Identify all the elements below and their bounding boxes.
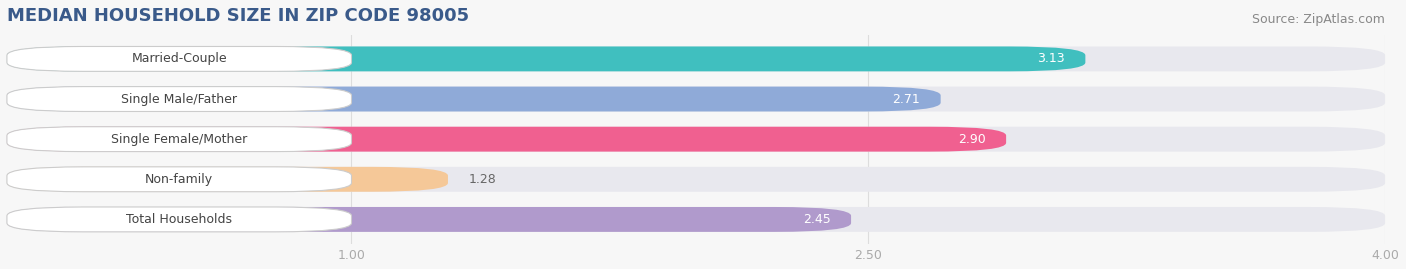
Text: Married-Couple: Married-Couple bbox=[131, 52, 226, 65]
Text: 1.28: 1.28 bbox=[468, 173, 496, 186]
FancyBboxPatch shape bbox=[7, 207, 851, 232]
Text: 2.71: 2.71 bbox=[893, 93, 920, 105]
Text: 3.13: 3.13 bbox=[1038, 52, 1064, 65]
FancyBboxPatch shape bbox=[7, 87, 941, 111]
FancyBboxPatch shape bbox=[7, 47, 351, 71]
Text: Non-family: Non-family bbox=[145, 173, 214, 186]
FancyBboxPatch shape bbox=[7, 47, 1085, 71]
FancyBboxPatch shape bbox=[7, 127, 351, 152]
FancyBboxPatch shape bbox=[7, 207, 1385, 232]
Text: Single Female/Mother: Single Female/Mother bbox=[111, 133, 247, 146]
FancyBboxPatch shape bbox=[7, 47, 1385, 71]
FancyBboxPatch shape bbox=[7, 127, 1007, 152]
FancyBboxPatch shape bbox=[7, 167, 449, 192]
Text: Source: ZipAtlas.com: Source: ZipAtlas.com bbox=[1251, 13, 1385, 26]
Text: Total Households: Total Households bbox=[127, 213, 232, 226]
Text: 2.90: 2.90 bbox=[957, 133, 986, 146]
Text: MEDIAN HOUSEHOLD SIZE IN ZIP CODE 98005: MEDIAN HOUSEHOLD SIZE IN ZIP CODE 98005 bbox=[7, 7, 470, 25]
FancyBboxPatch shape bbox=[7, 167, 351, 192]
Text: Single Male/Father: Single Male/Father bbox=[121, 93, 238, 105]
FancyBboxPatch shape bbox=[7, 87, 351, 111]
FancyBboxPatch shape bbox=[7, 167, 1385, 192]
FancyBboxPatch shape bbox=[7, 87, 1385, 111]
Text: 2.45: 2.45 bbox=[803, 213, 831, 226]
FancyBboxPatch shape bbox=[7, 207, 351, 232]
FancyBboxPatch shape bbox=[7, 127, 1385, 152]
